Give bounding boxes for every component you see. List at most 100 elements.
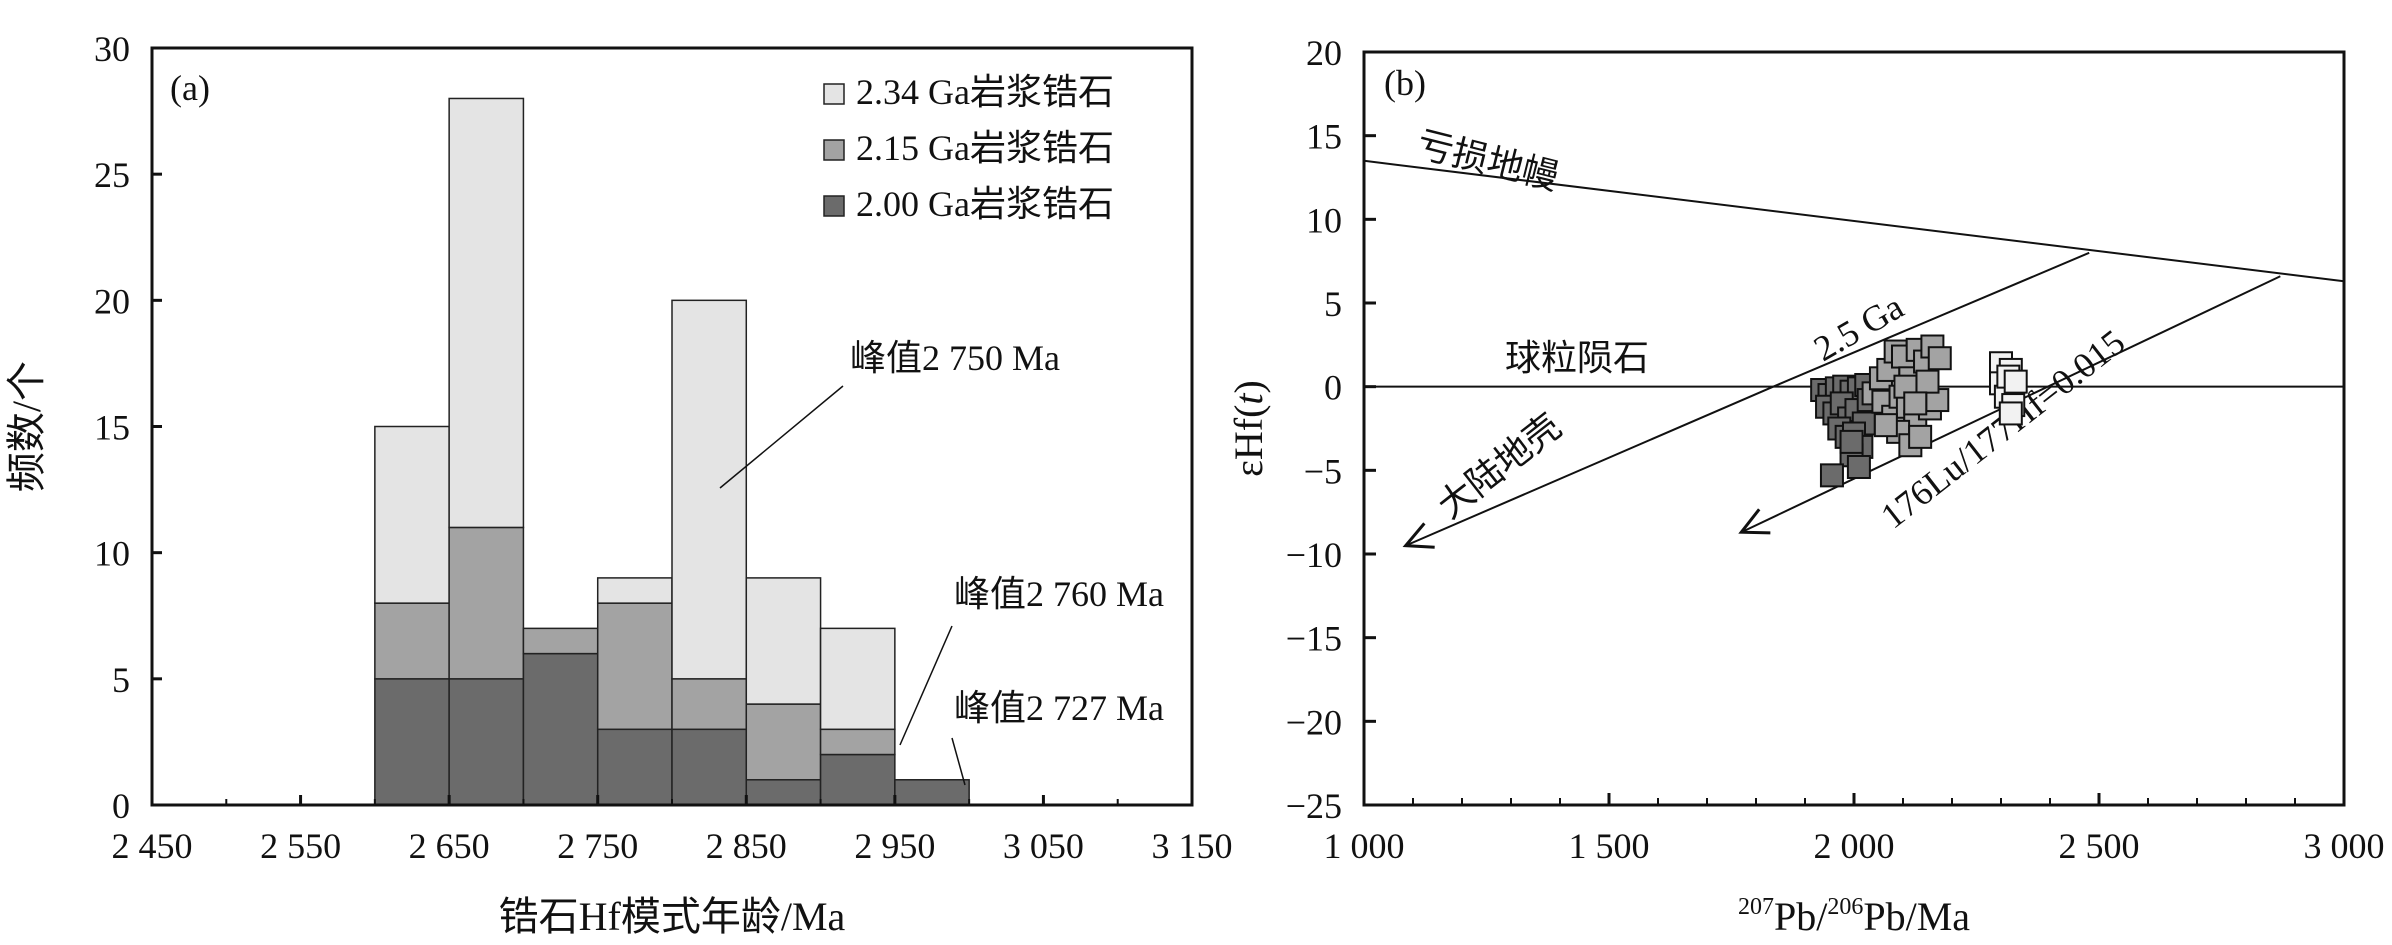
x-tick-label: 1 500 xyxy=(1569,826,1650,866)
histogram-bar xyxy=(596,728,673,806)
x-tick-label: 3 000 xyxy=(2304,826,2385,866)
y-axis-label-b: εHf(t) xyxy=(1226,380,1271,477)
axis-ticks-a: 2 450 2 550 2 650 2 750 2 850 2 950 3 050 3 150… xyxy=(94,29,1233,866)
histogram-bar xyxy=(374,425,450,604)
histogram-bar xyxy=(522,627,599,655)
x-axis-label-b: 207Pb/206Pb/Ma xyxy=(1738,894,1970,939)
y-tick-label: 10 xyxy=(94,534,130,574)
peak-annotation: 峰值2 750 Ma xyxy=(850,338,1060,378)
y-tick-label: −25 xyxy=(1286,786,1342,826)
axis-ticks-b: 1 000 1 500 2 000 2 500 3 000 −25 −20 −15 −10 −5 0… xyxy=(1286,33,2385,866)
arrowhead xyxy=(1402,522,1435,549)
x-tick-label: 2 650 xyxy=(409,826,490,866)
zircon-data-point xyxy=(1819,463,1844,488)
histogram-bar xyxy=(745,703,822,781)
histogram-bar xyxy=(745,779,822,806)
y-tick-label: 0 xyxy=(1324,368,1342,408)
y-label-italic-t: t xyxy=(1226,393,1271,405)
peak-annotation: 峰值2 760 Ma xyxy=(954,574,1164,614)
y-tick-label: −20 xyxy=(1286,702,1342,742)
x-axis-label-a: 锆石Hf模式年龄/Ma xyxy=(499,894,846,939)
zircon-data-point xyxy=(1839,429,1864,454)
panel-label-a: (a) xyxy=(170,68,210,108)
y-tick-label: −15 xyxy=(1286,619,1342,659)
y-label-prefix: εHf( xyxy=(1226,405,1271,477)
peak-callout-line xyxy=(951,737,966,786)
histogram-bars xyxy=(374,97,970,806)
x-tick-label: 1 000 xyxy=(1324,826,1405,866)
panel-label-b: (b) xyxy=(1384,63,1426,103)
reference-line-label: 球粒陨石 xyxy=(1505,338,1649,378)
x-label-mid: Pb/ xyxy=(1774,894,1828,939)
x-tick-label: 2 550 xyxy=(260,826,341,866)
zircon-data-point xyxy=(2003,369,2028,394)
x-tick-label: 2 850 xyxy=(706,826,787,866)
y-tick-label: 5 xyxy=(112,660,130,700)
y-tick-label: 15 xyxy=(1306,117,1342,157)
y-tick-label: −10 xyxy=(1286,535,1342,575)
legend-label: 2.34 Ga岩浆锆石 xyxy=(856,72,1114,112)
x-label-sup-206: 206 xyxy=(1827,894,1863,920)
peak-callout-lines: 峰值2 750 Ma 峰值2 760 Ma 峰值2 727 Ma xyxy=(719,338,1164,786)
y-tick-label: 20 xyxy=(94,281,130,321)
reference-line-label: 亏损地幔 xyxy=(1413,124,1562,198)
legend-swatch xyxy=(823,83,845,105)
x-tick-label: 2 750 xyxy=(557,826,638,866)
zircon-data-point xyxy=(1873,413,1898,438)
x-label-end: Pb/Ma xyxy=(1863,894,1970,939)
histogram-bar xyxy=(819,753,896,806)
y-tick-label: 5 xyxy=(1324,284,1342,324)
histogram-bar xyxy=(819,728,896,756)
x-tick-label: 3 050 xyxy=(1003,826,1084,866)
y-tick-label: 20 xyxy=(1306,33,1342,73)
x-label-sup-207: 207 xyxy=(1738,894,1774,920)
histogram-bar xyxy=(596,577,673,604)
y-tick-label: 15 xyxy=(94,408,130,448)
legend-swatch xyxy=(823,195,845,217)
zircon-data-point xyxy=(1927,346,1952,371)
scatter-points xyxy=(1810,334,2028,488)
histogram-bar xyxy=(671,678,748,731)
histogram-bar xyxy=(448,97,525,529)
x-tick-label: 3 150 xyxy=(1152,826,1233,866)
zircon-data-point xyxy=(1903,391,1928,416)
histogram-bar xyxy=(671,299,748,680)
continental-crust-line xyxy=(1405,385,1774,547)
histogram-bar xyxy=(819,627,896,731)
histogram-bar xyxy=(596,602,673,731)
histogram-bar xyxy=(448,678,525,806)
histogram-bar xyxy=(374,678,450,806)
reference-line-label: 大陆地壳 xyxy=(1430,406,1568,526)
zircon-data-point xyxy=(1846,454,1871,479)
peak-callout-line xyxy=(719,385,844,489)
zircon-data-point xyxy=(1908,424,1933,449)
y-axis-label-a: 频数/个 xyxy=(4,361,49,492)
legend-label: 2.00 Ga岩浆锆石 xyxy=(856,184,1114,224)
y-tick-label: 30 xyxy=(94,29,130,69)
y-tick-label: −5 xyxy=(1304,451,1342,491)
x-tick-label: 2 000 xyxy=(1814,826,1895,866)
histogram-bar xyxy=(522,652,599,806)
peak-callout-line xyxy=(899,625,953,746)
histogram-bar xyxy=(745,577,822,705)
histogram-bar xyxy=(671,728,748,806)
zircon-data-point xyxy=(1998,401,2023,426)
y-tick-label: 0 xyxy=(112,786,130,826)
histogram-panel-a: 峰值2 750 Ma 峰值2 760 Ma 峰值2 727 Ma 2 450 2 55… xyxy=(4,29,1233,939)
y-tick-label: 10 xyxy=(1306,200,1342,240)
zircon-data-point xyxy=(1915,369,1940,394)
legend: 2.34 Ga岩浆锆石 2.15 Ga岩浆锆石 2.00 Ga岩浆锆石 xyxy=(823,72,1114,224)
x-tick-label: 2 950 xyxy=(854,826,935,866)
legend-swatch xyxy=(823,139,845,161)
peak-annotation: 峰值2 727 Ma xyxy=(954,688,1164,728)
arrowhead xyxy=(1738,508,1771,535)
histogram-bar xyxy=(894,779,970,806)
x-tick-label: 2 500 xyxy=(2059,826,2140,866)
y-tick-label: 25 xyxy=(94,155,130,195)
age-2-5ga-line xyxy=(1772,251,2090,388)
histogram-bar xyxy=(374,602,450,680)
x-tick-label: 2 450 xyxy=(112,826,193,866)
histogram-bar xyxy=(448,526,525,680)
